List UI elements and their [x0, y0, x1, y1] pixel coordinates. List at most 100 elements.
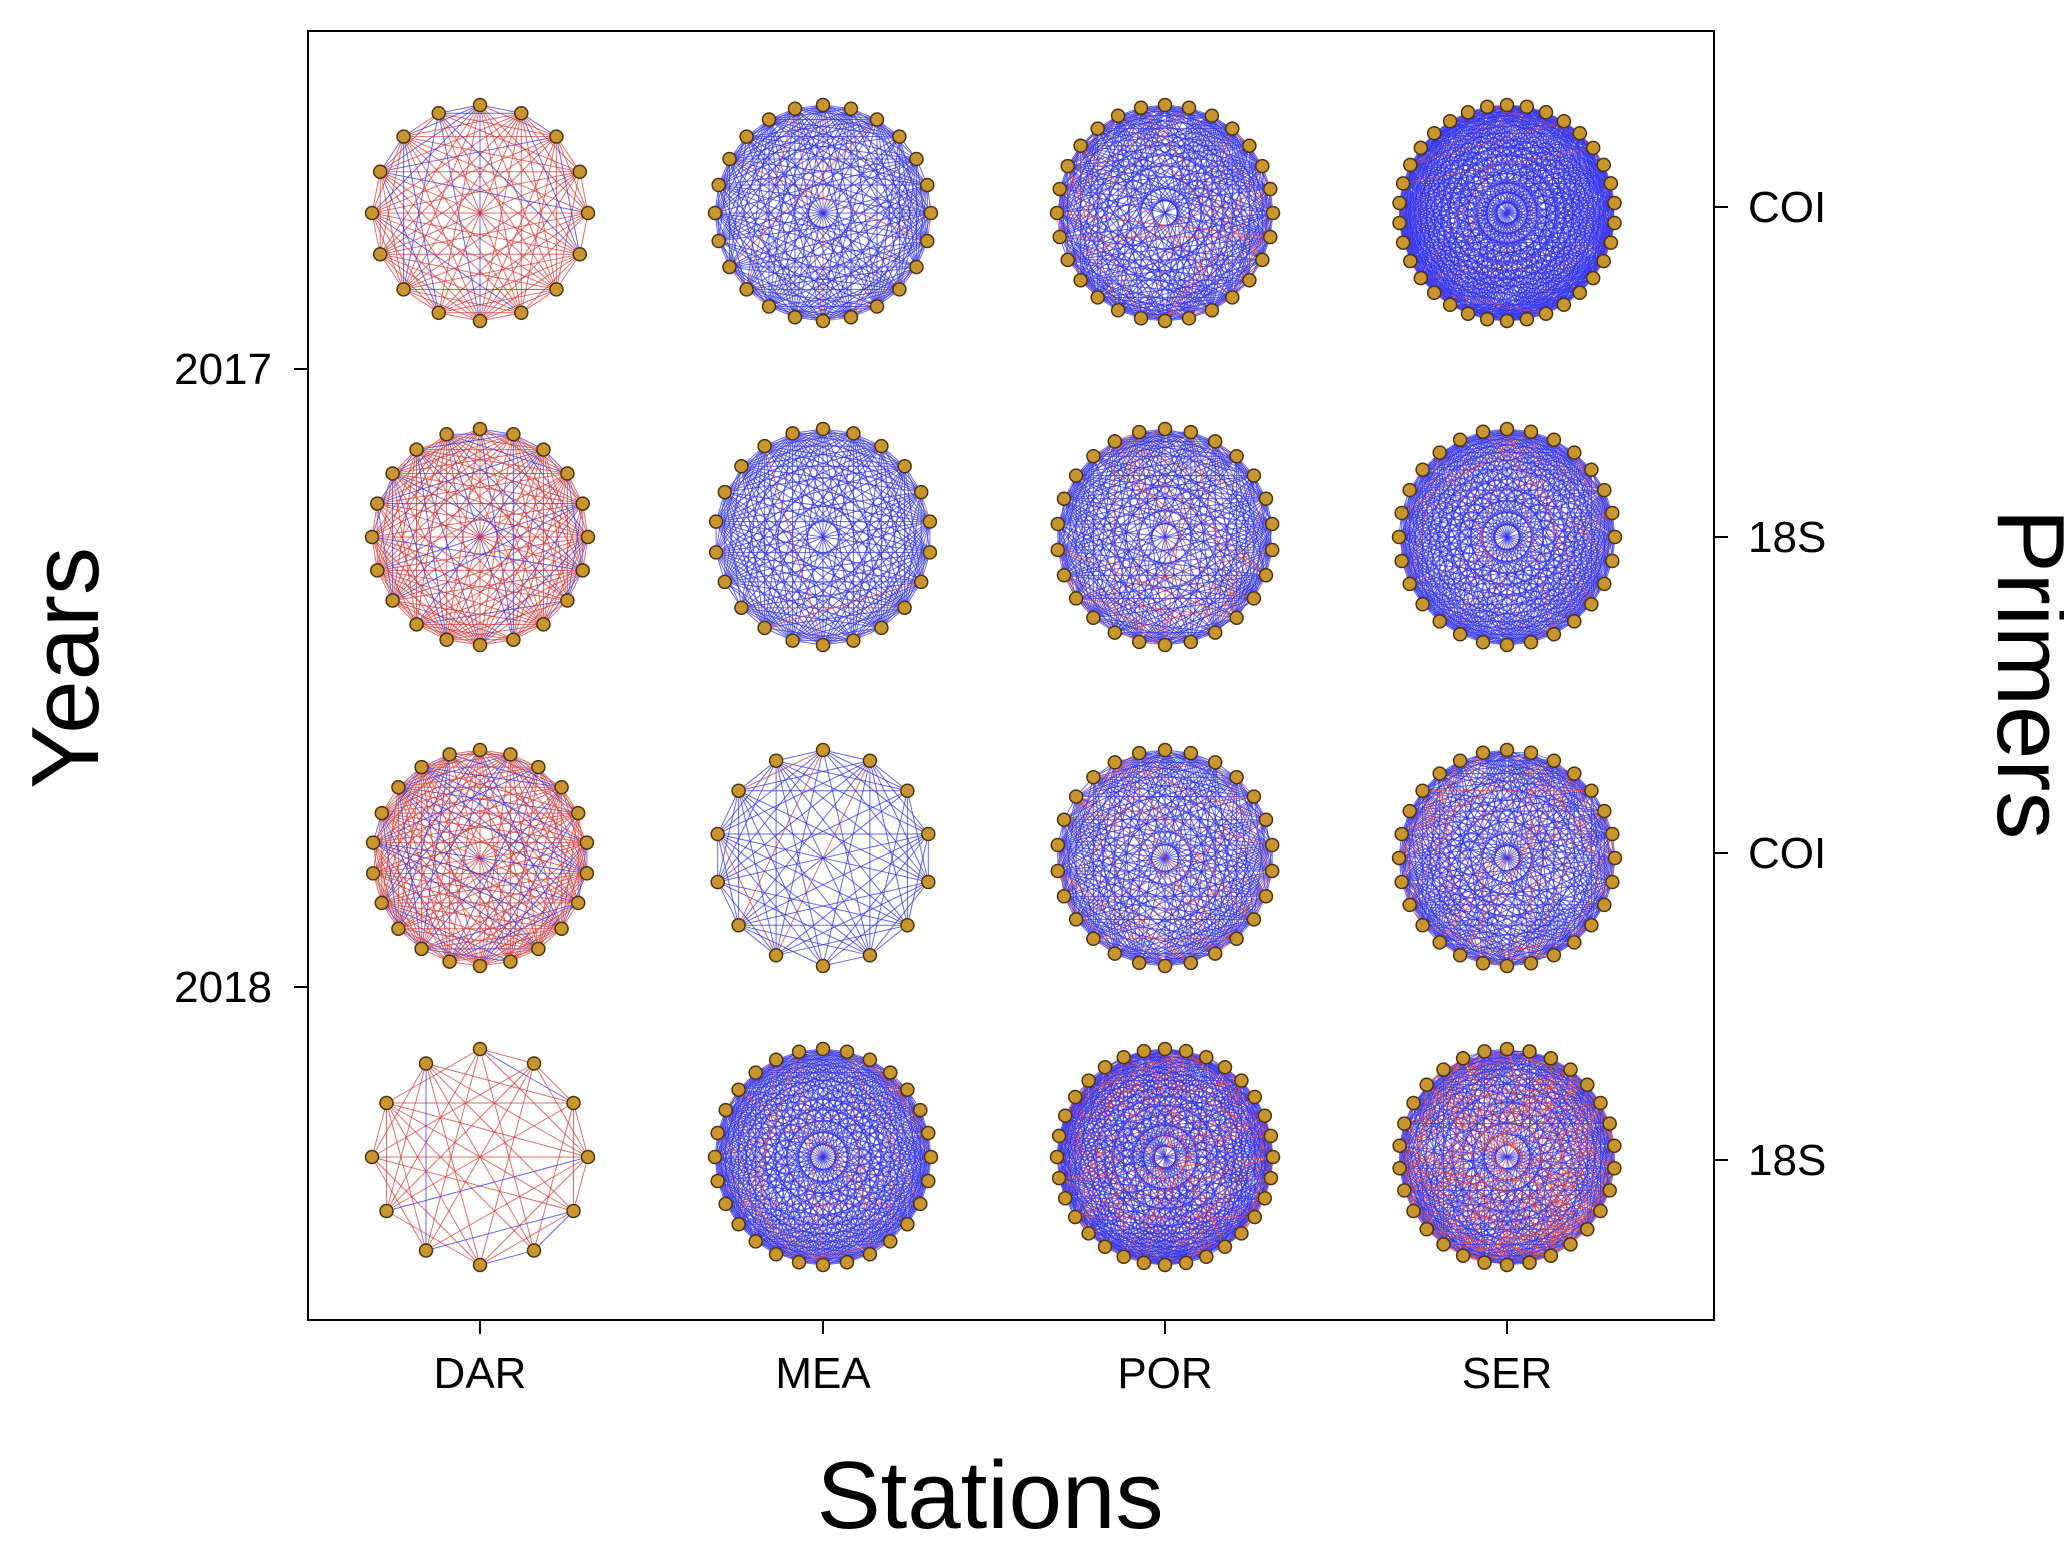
- positive-edge: [876, 158, 917, 307]
- positive-edge: [1482, 752, 1555, 956]
- network-node: [1264, 863, 1280, 879]
- network-node: [526, 1056, 542, 1071]
- positive-edge: [1117, 145, 1250, 311]
- positive-edge: [1075, 870, 1273, 920]
- negative-edge: [764, 445, 824, 646]
- positive-edge: [822, 1048, 929, 1182]
- network-node: [1436, 1062, 1451, 1077]
- positive-edge: [1422, 773, 1441, 926]
- positive-edge: [738, 1156, 932, 1225]
- network-node: [439, 427, 454, 442]
- network-node: [1607, 529, 1623, 545]
- positive-edge: [1409, 811, 1424, 926]
- positive-edge: [1422, 560, 1613, 605]
- positive-edge: [1063, 498, 1273, 525]
- positive-edge: [1057, 870, 1237, 940]
- positive-edge: [715, 466, 742, 553]
- positive-edge: [1190, 753, 1216, 954]
- network-node: [1234, 1226, 1249, 1241]
- positive-edge: [1117, 115, 1213, 311]
- network-node: [1073, 138, 1088, 153]
- positive-edge: [1104, 1156, 1274, 1248]
- negative-edge: [403, 136, 557, 290]
- positive-edge: [889, 1089, 908, 1242]
- positive-edge: [1140, 165, 1263, 319]
- network-node: [1432, 445, 1447, 460]
- negative-edge: [479, 253, 581, 322]
- network-node: [1567, 766, 1582, 781]
- positive-edge: [729, 119, 878, 160]
- negative-edge: [764, 581, 922, 629]
- network-node: [370, 563, 385, 578]
- negative-edge: [1075, 796, 1237, 940]
- negative-edge: [438, 288, 557, 314]
- positive-edge: [1530, 904, 1605, 964]
- negative-edge: [377, 536, 589, 571]
- positive-edge: [1420, 147, 1435, 293]
- positive-edge: [1413, 1051, 1530, 1212]
- positive-edge: [1123, 1135, 1272, 1258]
- positive-edge: [768, 288, 900, 307]
- network-node: [815, 958, 831, 974]
- positive-edge: [1093, 895, 1267, 940]
- network-node: [418, 1056, 434, 1071]
- negative-edge: [1506, 749, 1616, 859]
- positive-edge: [1056, 128, 1233, 214]
- positive-edge: [479, 536, 589, 646]
- positive-edge: [1482, 583, 1605, 643]
- negative-edge: [512, 434, 584, 571]
- positive-edge: [714, 1156, 929, 1182]
- positive-edge: [1484, 1050, 1551, 1059]
- network-edges: [372, 749, 588, 967]
- network-node: [1052, 229, 1067, 245]
- network-node: [1607, 1161, 1622, 1176]
- negative-edge: [416, 473, 568, 625]
- positive-edge: [869, 924, 908, 956]
- positive-edge: [764, 432, 854, 447]
- positive-edge: [1409, 164, 1451, 305]
- network-node: [472, 958, 488, 974]
- network-node: [526, 1243, 542, 1258]
- negative-edge: [479, 1048, 535, 1251]
- positive-edge: [718, 184, 917, 268]
- negative-edge: [416, 623, 514, 641]
- positive-edge: [1409, 164, 1581, 294]
- network-nodes: [1049, 97, 1281, 329]
- network-node: [1110, 303, 1126, 318]
- positive-edge: [725, 1059, 777, 1205]
- network-node: [1247, 1209, 1263, 1225]
- negative-edge: [386, 1102, 589, 1158]
- network-node: [379, 1203, 394, 1219]
- positive-edge: [1123, 1056, 1266, 1199]
- positive-edge: [1433, 133, 1488, 320]
- negative-edge: [381, 812, 511, 962]
- positive-edge: [846, 1109, 921, 1263]
- network-nodes: [1050, 742, 1280, 974]
- positive-edge: [740, 466, 794, 641]
- negative-edge: [376, 570, 447, 641]
- positive-edge: [392, 503, 583, 601]
- network-node: [1229, 769, 1244, 785]
- positive-edge: [1075, 1096, 1265, 1117]
- positive-edge: [1058, 1066, 1226, 1179]
- network-node: [739, 129, 754, 144]
- network-node: [1257, 1191, 1273, 1206]
- network-node: [1538, 105, 1554, 120]
- positive-edge: [1140, 259, 1263, 319]
- positive-edge: [1487, 106, 1594, 149]
- negative-edge: [446, 434, 544, 625]
- network-node: [909, 151, 924, 167]
- network-node: [1567, 445, 1582, 460]
- positive-edge: [1075, 918, 1191, 964]
- network-node: [580, 529, 596, 545]
- network-node: [580, 1149, 596, 1165]
- network-node: [874, 438, 889, 454]
- positive-edge: [372, 766, 423, 843]
- negative-edge: [371, 1156, 574, 1212]
- positive-edge: [1467, 202, 1615, 315]
- negative-edge: [1088, 1080, 1272, 1137]
- positive-edge: [397, 754, 511, 929]
- positive-edge: [1188, 165, 1263, 319]
- positive-edge: [421, 948, 511, 963]
- negative-edge: [403, 288, 522, 314]
